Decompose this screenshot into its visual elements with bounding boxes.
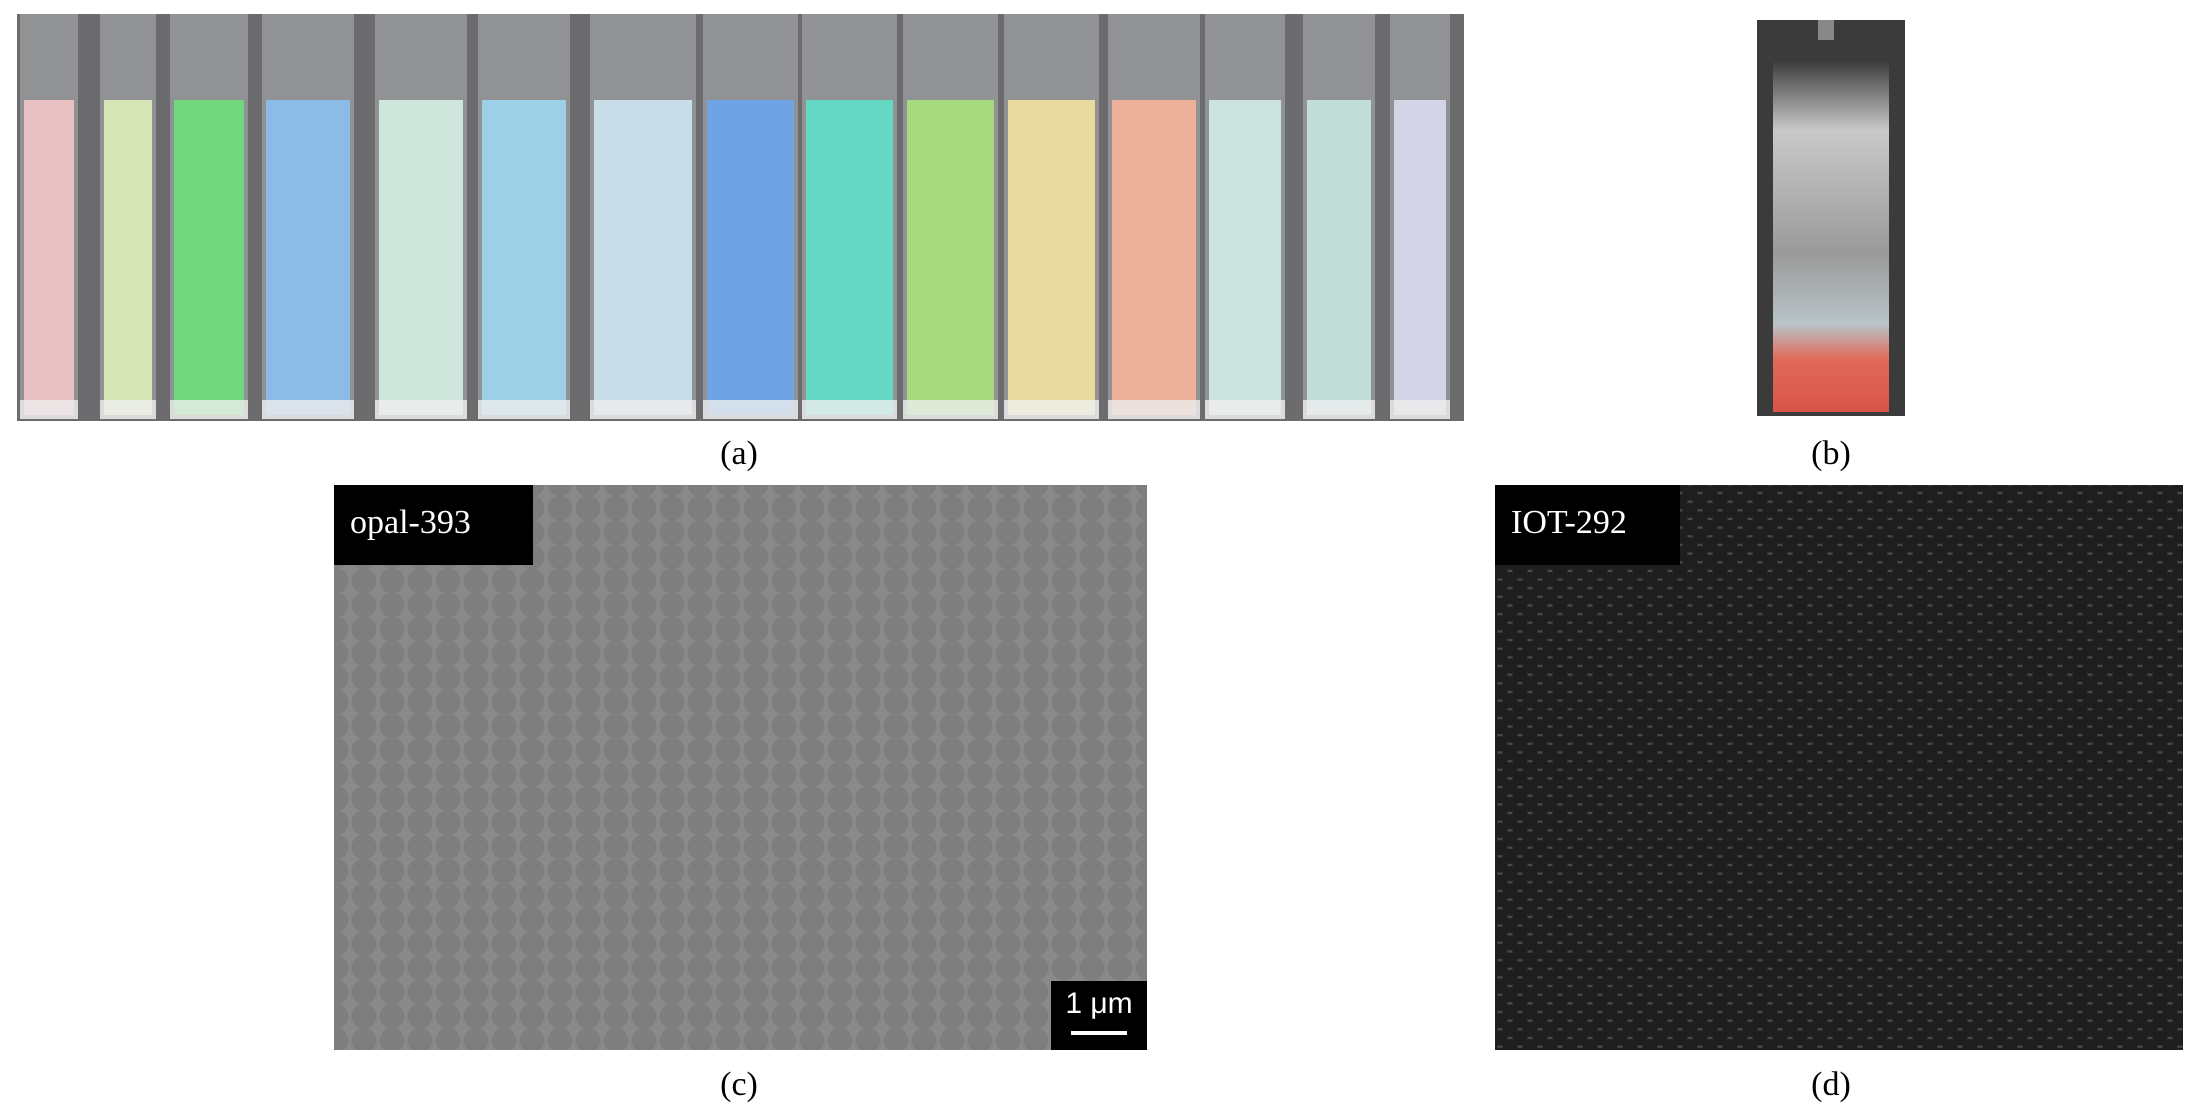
slide-base (1004, 400, 1099, 419)
label-box (334, 485, 533, 565)
slide-film (1394, 100, 1446, 415)
slide-film (1008, 100, 1095, 415)
caption: (a) (720, 435, 758, 472)
clip (1818, 20, 1834, 40)
sem-photo (334, 485, 1147, 1050)
slide-film (594, 100, 692, 415)
slide-film (266, 100, 350, 415)
slide-film (806, 100, 893, 415)
image-label: opal-393 (350, 504, 471, 541)
label-box (1495, 485, 1680, 565)
slide-base (1390, 400, 1450, 419)
sem-photo (1495, 485, 2183, 1050)
slide-base (478, 400, 570, 419)
slide-film (482, 100, 566, 415)
slide-film (1307, 100, 1371, 415)
slide-film (379, 100, 463, 415)
slide-base (1108, 400, 1200, 419)
slide-base (590, 400, 696, 419)
sem-image: opal-393 1 μm (334, 485, 1147, 1050)
slide-film (24, 100, 74, 415)
slide-film (174, 100, 244, 415)
photo-slide (1757, 20, 1905, 416)
photo-slides (17, 14, 1464, 421)
caption: (c) (720, 1066, 758, 1103)
slide-base (20, 400, 78, 419)
image-label: IOT-292 (1511, 504, 1627, 541)
slide-film (907, 100, 994, 415)
slide-base (375, 400, 467, 419)
slide-base (802, 400, 897, 419)
slide-film (1209, 100, 1281, 415)
slide (1773, 60, 1889, 412)
slide-base (703, 400, 798, 419)
caption: (d) (1811, 1066, 1851, 1103)
slide-base (1205, 400, 1285, 419)
scale-bar (1071, 1031, 1127, 1035)
slide-base (262, 400, 354, 419)
slide-base (170, 400, 248, 419)
scale-bar-box (1051, 981, 1147, 1050)
slide-film (707, 100, 794, 415)
slide-film (1112, 100, 1196, 415)
sem-image: IOT-292 (1495, 485, 2183, 1050)
slide-base (903, 400, 998, 419)
slide-film (104, 100, 152, 415)
slide-base (100, 400, 156, 419)
caption: (b) (1811, 435, 1851, 472)
scale-bar-label: 1 μm (1065, 987, 1132, 1020)
slide-base (1303, 400, 1375, 419)
